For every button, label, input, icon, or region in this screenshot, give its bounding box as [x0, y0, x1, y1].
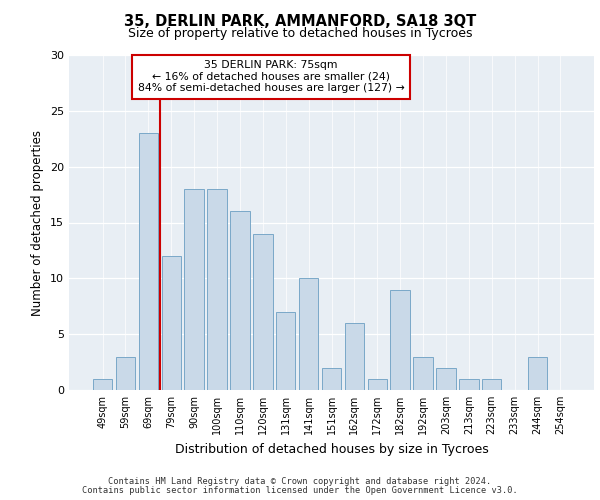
Bar [436, 368, 455, 390]
Bar [322, 368, 341, 390]
Bar [93, 379, 112, 390]
Text: Contains HM Land Registry data © Crown copyright and database right 2024.: Contains HM Land Registry data © Crown c… [109, 477, 491, 486]
Bar [482, 379, 502, 390]
Bar [391, 290, 410, 390]
Bar [528, 356, 547, 390]
Text: 35 DERLIN PARK: 75sqm
← 16% of detached houses are smaller (24)
84% of semi-deta: 35 DERLIN PARK: 75sqm ← 16% of detached … [138, 60, 404, 93]
Bar [116, 356, 135, 390]
Bar [208, 189, 227, 390]
Text: Size of property relative to detached houses in Tycroes: Size of property relative to detached ho… [128, 28, 472, 40]
Text: Contains public sector information licensed under the Open Government Licence v3: Contains public sector information licen… [82, 486, 518, 495]
Text: 35, DERLIN PARK, AMMANFORD, SA18 3QT: 35, DERLIN PARK, AMMANFORD, SA18 3QT [124, 14, 476, 29]
X-axis label: Distribution of detached houses by size in Tycroes: Distribution of detached houses by size … [175, 442, 488, 456]
Bar [253, 234, 272, 390]
Bar [230, 212, 250, 390]
Bar [413, 356, 433, 390]
Bar [276, 312, 295, 390]
Y-axis label: Number of detached properties: Number of detached properties [31, 130, 44, 316]
Bar [299, 278, 319, 390]
Bar [139, 133, 158, 390]
Bar [344, 323, 364, 390]
Bar [184, 189, 204, 390]
Bar [459, 379, 479, 390]
Bar [161, 256, 181, 390]
Bar [368, 379, 387, 390]
